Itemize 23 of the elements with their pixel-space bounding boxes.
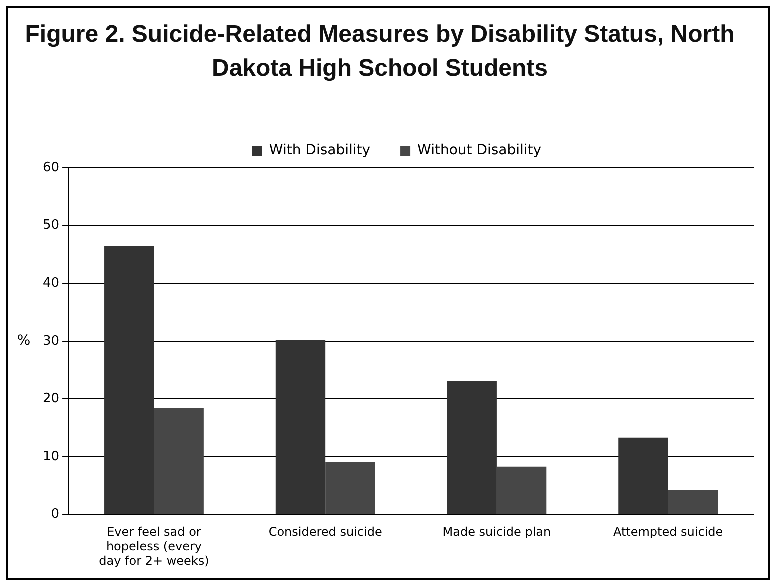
y-tick-label: 10 [42,449,60,464]
y-tick-label: 50 [42,218,60,234]
bar [104,246,154,514]
x-tick-label: Considered suicide [268,525,382,540]
x-tick-label: Made suicide plan [442,525,552,540]
y-axis-title: % [17,333,31,350]
y-tick-label: 0 [51,507,60,522]
y-tick-label: 40 [42,276,60,291]
bar [618,438,668,514]
legend-label: With Disability [269,142,371,159]
legend-label: Without Disability [418,142,542,159]
y-tick-label: 30 [42,334,60,349]
chart-title: Figure 2. Suicide-Related Measures by Disability Status, North Dakota High School Students [24,20,736,84]
bar [496,466,547,514]
bar [447,381,497,514]
bar [326,462,376,514]
x-tick-label: Attempted suicide [613,525,724,540]
y-tick-label: 20 [42,392,60,407]
bar [276,340,326,514]
bar [154,408,204,514]
x-tick-label: Ever feel sad or hopeless (every day for 2+ weeks) [99,525,210,568]
bar [668,490,718,514]
y-tick-label: 60 [42,160,60,176]
